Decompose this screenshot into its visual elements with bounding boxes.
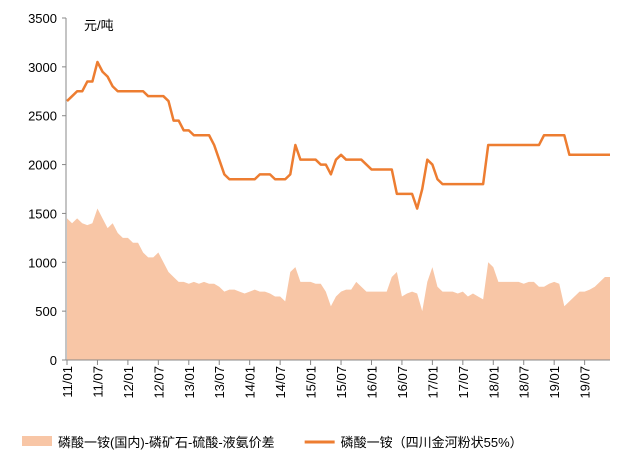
y-tick-label: 1500 (28, 206, 57, 221)
area (67, 208, 610, 360)
x-tick-label: 16/07 (395, 366, 410, 399)
x-tick-label: 13/07 (212, 366, 227, 399)
unit-label: 元/吨 (84, 18, 114, 33)
x-tick-label: 17/01 (425, 366, 440, 399)
legend-label: 磷酸一铵(国内)-磷矿石-硫酸-液氨价差 (58, 435, 275, 450)
y-tick-label: 3000 (28, 60, 57, 75)
y-tick-label: 2500 (28, 109, 57, 124)
x-tick-label: 19/07 (578, 366, 593, 399)
legend-swatch (22, 436, 52, 446)
y-tick-label: 2000 (28, 158, 57, 173)
x-tick-label: 11/01 (60, 366, 75, 398)
y-tick-label: 0 (50, 353, 57, 368)
x-tick-label: 19/01 (547, 366, 562, 399)
y-tick-label: 500 (35, 304, 57, 319)
legend-label: 磷酸一铵（四川金河粉状55%） (341, 435, 523, 450)
x-tick-label: 14/07 (273, 366, 288, 399)
x-tick-label: 15/07 (334, 366, 349, 399)
x-tick-label: 13/01 (182, 366, 197, 399)
x-tick-label: 18/01 (486, 366, 501, 399)
y-tick-label: 3500 (28, 11, 57, 26)
y-tick-label: 1000 (28, 255, 57, 270)
x-tick-label: 18/07 (517, 366, 532, 399)
x-tick-label: 11/07 (90, 366, 105, 398)
x-tick-label: 12/01 (121, 366, 136, 399)
x-tick-label: 16/01 (364, 366, 379, 399)
line (66, 60, 610, 210)
x-tick-label: 14/01 (243, 366, 258, 399)
x-tick-label: 12/07 (151, 366, 166, 399)
x-tick-label: 17/07 (456, 366, 471, 399)
x-tick-label: 15/01 (304, 366, 319, 399)
